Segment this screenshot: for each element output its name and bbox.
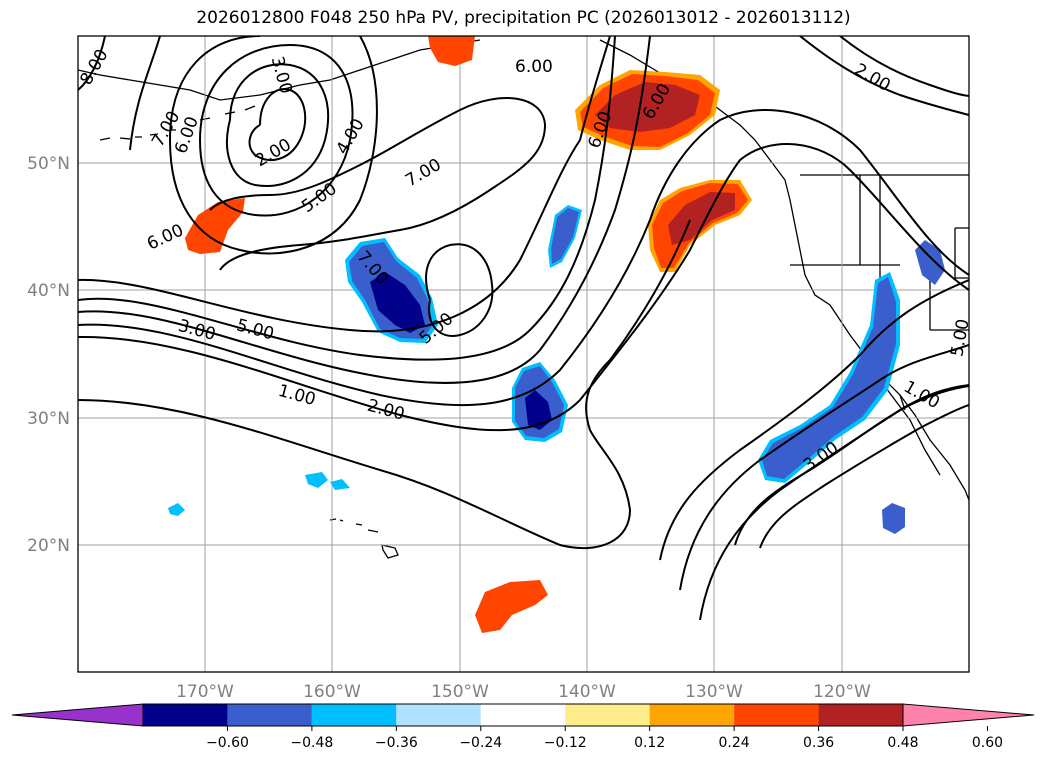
pv-contour [759, 404, 969, 549]
contour-label: 2.00 [252, 135, 295, 171]
precip-neg-southeast-small [882, 503, 905, 534]
pv-contour [129, 36, 161, 151]
gridlines [78, 36, 969, 672]
lat-label: 30°N [27, 409, 70, 429]
contour-label: 3.00 [267, 54, 296, 96]
lon-label: 120°W [813, 682, 871, 702]
pv-contour [659, 279, 969, 561]
precip-pos-south [475, 580, 548, 633]
precip-neg-hawaii-a [305, 472, 328, 488]
coastlines [78, 39, 969, 559]
colorbar-tick-label: 0.24 [719, 735, 750, 751]
lon-label: 140°W [558, 682, 616, 702]
contour-label: 5.00 [234, 315, 276, 344]
contour-label: 6.00 [515, 57, 553, 77]
lon-label: 170°W [176, 682, 234, 702]
pv-contour [679, 344, 969, 591]
lon-label: 130°W [685, 682, 743, 702]
contour-label: 2.00 [365, 396, 407, 425]
longitude-labels: 170°W 160°W 150°W 140°W 130°W 120°W [176, 682, 871, 702]
precip-neg-mid-core [525, 390, 552, 430]
contour-label: 6.00 [144, 220, 187, 254]
colorbar-extend-low [11, 703, 144, 727]
precip-pos-west [185, 198, 245, 254]
lat-label: 50°N [27, 154, 70, 174]
precip-neg-far-west [168, 503, 185, 516]
pv-contours [78, 36, 969, 621]
colorbar-tick-label: 0.36 [803, 735, 834, 751]
lat-label: 40°N [27, 281, 70, 301]
colorbar-segment [565, 704, 650, 726]
precip-neg-coast-band-fill [762, 277, 896, 479]
pv-contour [78, 36, 651, 384]
pv-contour [78, 143, 969, 432]
precip-negative-areas [168, 205, 945, 534]
pv-contour [839, 36, 969, 97]
colorbar-segment [311, 704, 397, 726]
latitude-labels: 50°N 40°N 30°N 20°N [27, 154, 70, 556]
pv-contour [199, 43, 354, 217]
colorbar-tick-label: 0.60 [972, 735, 1003, 751]
contour-label: 4.00 [333, 115, 369, 158]
lat-label: 20°N [27, 536, 70, 556]
pv-contour [78, 219, 691, 550]
pv-contour [78, 36, 106, 91]
contour-label: 7.00 [402, 155, 445, 191]
contour-label: 1.00 [276, 381, 318, 410]
pv-contour [248, 88, 307, 161]
colorbar-tick-label: −0.60 [206, 735, 249, 751]
colorbar-tick-label: −0.36 [375, 735, 418, 751]
precip-neg-east-small [915, 240, 945, 285]
colorbar-segment [649, 704, 735, 726]
precip-neg-hawaii-b [330, 479, 350, 490]
colorbar-tick-label: −0.24 [459, 735, 502, 751]
contour-label: 5.00 [298, 179, 340, 217]
colorbar-segment [143, 704, 228, 726]
colorbar-outline [142, 703, 904, 727]
pv-contour [78, 36, 616, 361]
colorbar: −0.60 −0.48 −0.36 −0.24 −0.12 0.12 0.24 0.36 0.4… [11, 703, 1035, 751]
colorbar-tick-label: 0.48 [887, 735, 918, 751]
hawaii-islands [329, 518, 399, 559]
pv-contour [799, 36, 969, 116]
map-frame [77, 35, 970, 673]
pv-contour [209, 97, 547, 271]
colorbar-segment [818, 704, 903, 726]
pv-contour [78, 109, 969, 407]
pv-contour [226, 63, 330, 187]
lon-label: 150°W [431, 682, 489, 702]
pv-contour [734, 385, 969, 546]
colorbar-tick-label: 0.12 [634, 735, 665, 751]
pv-contour [78, 36, 611, 333]
colorbar-segment [734, 704, 819, 726]
colorbar-tick-label: −0.48 [290, 735, 333, 751]
precip-pos-alaska-small [428, 36, 475, 66]
lon-label: 160°W [303, 682, 361, 702]
precip-neg-north-fill [551, 208, 579, 264]
colorbar-extend-high [902, 703, 1035, 727]
pv-contour [425, 243, 494, 337]
colorbar-segment [227, 704, 312, 726]
precip-neg-coast-band-outer [758, 272, 900, 483]
colorbar-tick-label: −0.12 [544, 735, 587, 751]
precip-pos-gulf-alaska-core [595, 82, 700, 132]
map-area: 8.00 7.00 6.00 3.00 2.00 4.00 5.00 6.00 … [76, 36, 973, 672]
colorbar-segment [480, 704, 566, 726]
contour-label: 5.00 [947, 317, 973, 358]
precip-neg-central-core [370, 272, 425, 333]
chart-title: 2026012800 F048 250 hPa PV, precipitatio… [196, 8, 851, 28]
contour-label: 8.00 [76, 46, 112, 89]
pv-contour [169, 36, 378, 255]
colorbar-segment [396, 704, 481, 726]
